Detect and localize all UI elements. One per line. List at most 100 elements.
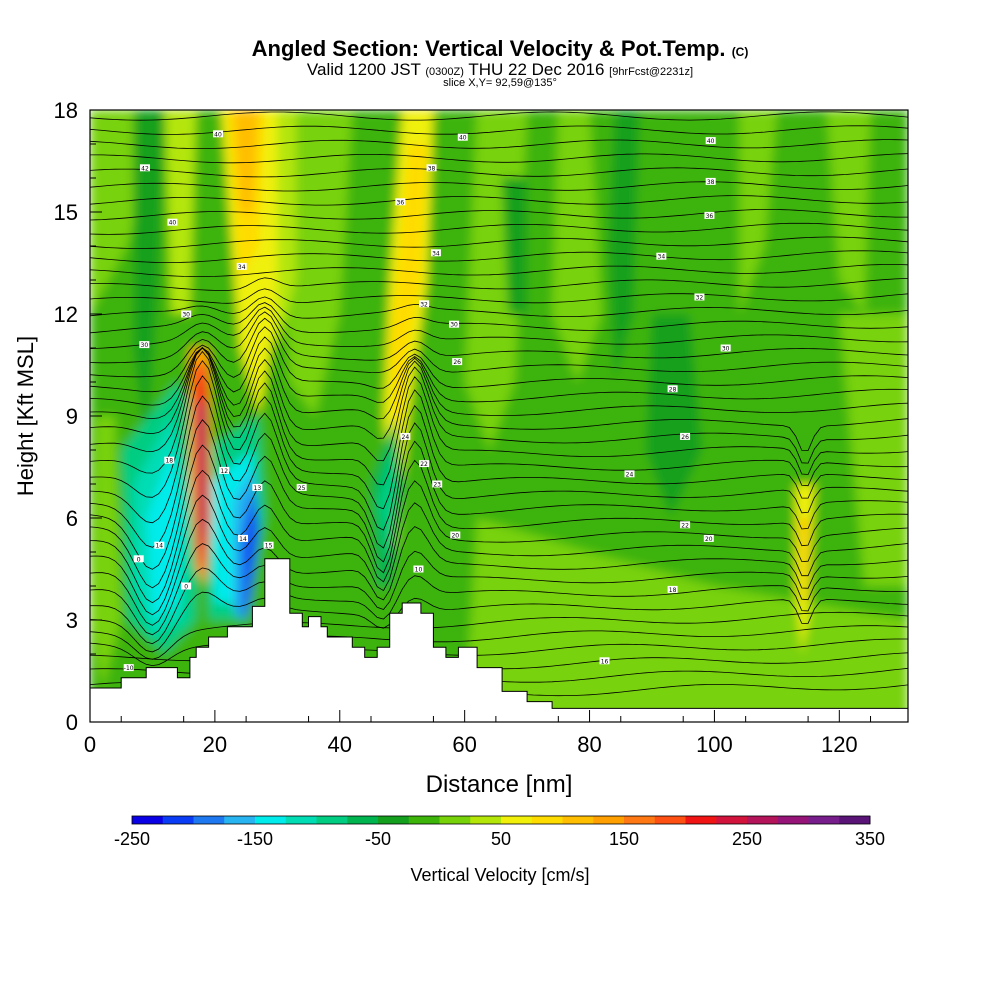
contour-label-bg [667, 385, 678, 393]
contour-label: 12 [220, 468, 228, 475]
contour-label: 14 [155, 543, 163, 550]
contour-label-bg [703, 534, 714, 542]
isotherm-line [90, 111, 908, 121]
contour-label-bg [704, 211, 715, 219]
contour-label-bg [680, 521, 691, 529]
contour-label: 30 [722, 346, 730, 353]
isotherm-line [90, 84, 908, 92]
contour-label-bg [430, 249, 441, 257]
x-tick-label: 80 [577, 732, 601, 757]
x-tick-label: 100 [696, 732, 733, 757]
isotherm-line [90, 288, 908, 304]
contour-label: 24 [402, 434, 410, 441]
x-tick-label: 0 [84, 732, 96, 757]
colorbar-tick-label: -250 [114, 829, 150, 849]
valid-time-line: Valid 1200 JST (0300Z) THU 22 Dec 2016 [… [306, 60, 694, 79]
colorbar-swatch [808, 816, 840, 824]
contour-label-bg [296, 483, 307, 491]
contour-label: -10 [124, 665, 134, 672]
colorbar-swatch [316, 816, 348, 824]
isotherm-line [90, 195, 908, 206]
colorbar-swatch [439, 816, 471, 824]
y-tick-label: 0 [66, 710, 78, 735]
field-region [377, 433, 400, 569]
contour-label: 13 [254, 485, 262, 492]
colorbar-swatch [839, 816, 871, 824]
contour-label-bg [181, 310, 192, 318]
contour-label-bg [213, 130, 224, 138]
contour-label: 22 [420, 461, 428, 468]
colorbar-swatch [624, 816, 656, 824]
contour-label-bg [705, 137, 716, 145]
field-region [645, 314, 702, 518]
isotherm-line [90, 469, 908, 604]
contour-label: 15 [265, 543, 273, 550]
colorbar-tick-label: 350 [855, 829, 885, 849]
isotherm-line [90, 375, 908, 531]
contour-label: 18 [669, 587, 677, 594]
field-region [133, 110, 165, 450]
contour-label-bg [694, 293, 705, 301]
colorbar-label: Vertical Velocity [cm/s] [410, 865, 589, 885]
isotherm-line [90, 209, 908, 221]
field-region [839, 314, 908, 586]
isotherm-line [90, 611, 908, 660]
isotherm-line [90, 302, 908, 334]
y-axis-label: Height [Kft MSL] [13, 336, 38, 496]
colorbar-tick-label: -50 [365, 829, 391, 849]
isotherm-line [90, 494, 908, 616]
colorbar-swatch [685, 816, 717, 824]
isotherm-line [90, 543, 908, 636]
colorbar-swatch [470, 816, 502, 824]
x-tick-label: 60 [452, 732, 476, 757]
contour-label: 18 [165, 458, 173, 465]
field-region [826, 110, 871, 314]
contour-label: 38 [707, 179, 715, 186]
isotherm-line [90, 518, 908, 626]
contour-label-bg [139, 164, 150, 172]
contour-label-bg [167, 218, 178, 226]
contour-label: 32 [420, 301, 428, 308]
contour-label-bg [452, 358, 463, 366]
contour-label: 28 [669, 386, 677, 393]
contour-label: 30 [141, 342, 149, 349]
contour-label: 32 [696, 295, 704, 302]
colorbar-swatch [531, 816, 563, 824]
contour-label: 42 [141, 165, 149, 172]
contour-label-bg [413, 565, 424, 573]
vertical-velocity-field [90, 110, 908, 722]
contour-label: 38 [428, 165, 436, 172]
contour-label: 36 [397, 199, 405, 206]
field-region [200, 416, 204, 552]
contour-label-bg [705, 177, 716, 185]
colorbar-frame [131, 815, 871, 825]
isotherm-line [90, 306, 908, 349]
contour-label-bg [426, 164, 437, 172]
isotherm-line [90, 444, 908, 589]
contour-label-bg [419, 300, 430, 308]
contour-label: 36 [706, 213, 714, 220]
chart-title: Angled Section: Vertical Velocity & Pot.… [251, 36, 749, 61]
contour-label-bg [219, 466, 230, 474]
isotherm-line [90, 395, 908, 549]
isotherm-line [90, 69, 908, 77]
isotherm-line [90, 347, 908, 464]
colorbar-swatch [224, 816, 256, 824]
contour-label: 40 [169, 220, 177, 227]
contour-label-bg [720, 344, 731, 352]
contour-label-bg [667, 585, 678, 593]
isotherm-line [90, 419, 908, 570]
contour-label-bg [252, 483, 263, 491]
field-region [502, 178, 528, 314]
contour-label-bg [400, 432, 411, 440]
isotherm-line [90, 346, 908, 451]
isotherm-line [90, 336, 908, 406]
isotherm-line [90, 591, 908, 653]
contour-label: 14 [239, 536, 247, 543]
isotherm-line [90, 317, 908, 378]
contour-label-bg [236, 262, 247, 270]
isotherm-line [90, 347, 908, 420]
contour-label-bg [419, 460, 430, 468]
colorbar-tick-label: 150 [609, 829, 639, 849]
